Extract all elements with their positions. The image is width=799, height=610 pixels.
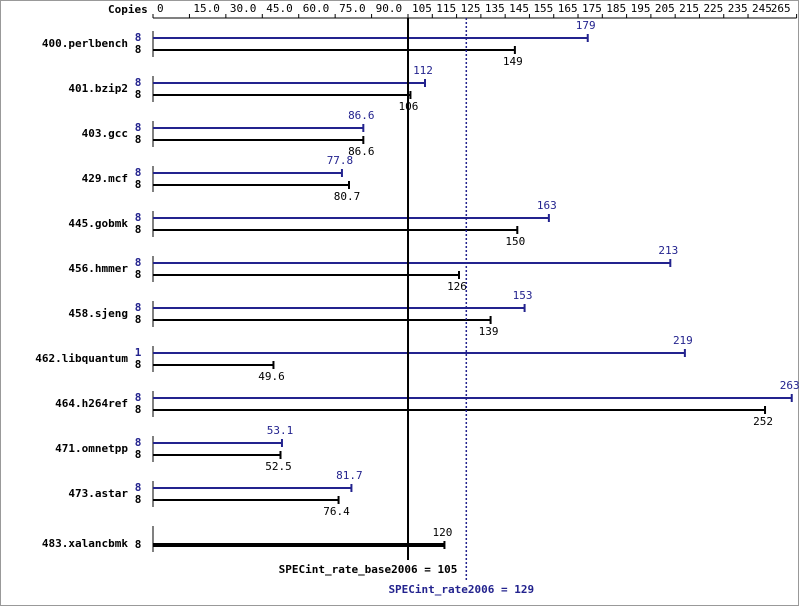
category-label: 483.xalancbmk (42, 537, 128, 550)
value-label: 219 (673, 334, 693, 347)
value-label: 139 (479, 325, 499, 338)
category-label: 403.gcc (82, 127, 128, 140)
value-label: 252 (753, 415, 773, 428)
value-label: 81.7 (336, 469, 363, 482)
category-label: 429.mcf (82, 172, 128, 185)
x-tick-label: 90.0 (376, 2, 403, 15)
copies-header: Copies (108, 3, 148, 16)
value-label: 163 (537, 199, 557, 212)
category-label: 464.h264ref (55, 397, 128, 410)
x-tick-label: 155 (533, 2, 553, 15)
category-label: 473.astar (68, 487, 128, 500)
copies-label: 8 (135, 391, 142, 404)
value-label: 213 (658, 244, 678, 257)
x-tick-label: 195 (631, 2, 651, 15)
x-tick-label: 135 (485, 2, 505, 15)
x-tick-label: 15.0 (193, 2, 220, 15)
copies-label: 8 (135, 538, 142, 551)
value-label: 126 (447, 280, 467, 293)
copies-label: 8 (135, 481, 142, 494)
x-tick-label: 105 (412, 2, 432, 15)
value-label: 153 (513, 289, 533, 302)
x-tick-label: 225 (703, 2, 723, 15)
x-tick-label: 205 (655, 2, 675, 15)
x-tick-label: 175 (582, 2, 602, 15)
copies-label: 8 (135, 268, 142, 281)
value-label: 150 (505, 235, 525, 248)
reference-label: SPECint_rate2006 = 129 (388, 583, 534, 596)
x-tick-label: 115 (436, 2, 456, 15)
x-tick-label: 45.0 (266, 2, 293, 15)
copies-label: 8 (135, 133, 142, 146)
x-tick-label: 75.0 (339, 2, 366, 15)
category-label: 400.perlbench (42, 37, 128, 50)
x-tick-label: 235 (728, 2, 748, 15)
value-label: 77.8 (327, 154, 354, 167)
value-label: 112 (413, 64, 433, 77)
copies-label: 8 (135, 31, 142, 44)
copies-label: 8 (135, 166, 142, 179)
x-tick-label: 245 (752, 2, 772, 15)
copies-label: 1 (135, 346, 142, 359)
category-label: 401.bzip2 (68, 82, 128, 95)
category-label: 471.omnetpp (55, 442, 128, 455)
x-tick-label: 185 (606, 2, 626, 15)
reference-label: SPECint_rate_base2006 = 105 (279, 563, 458, 576)
value-label: 120 (433, 526, 453, 539)
x-tick-label: 165 (558, 2, 578, 15)
value-label: 86.6 (348, 109, 375, 122)
copies-label: 8 (135, 76, 142, 89)
x-tick-label: 60.0 (303, 2, 330, 15)
value-label: 263 (780, 379, 799, 392)
copies-label: 8 (135, 121, 142, 134)
copies-label: 8 (135, 88, 142, 101)
copies-label: 8 (135, 256, 142, 269)
copies-label: 8 (135, 493, 142, 506)
copies-label: 8 (135, 223, 142, 236)
value-label: 179 (576, 19, 596, 32)
category-label: 456.hmmer (68, 262, 128, 275)
value-label: 149 (503, 55, 523, 68)
copies-label: 8 (135, 178, 142, 191)
copies-label: 8 (135, 403, 142, 416)
copies-label: 8 (135, 313, 142, 326)
copies-label: 8 (135, 358, 142, 371)
copies-label: 8 (135, 211, 142, 224)
copies-label: 8 (135, 43, 142, 56)
x-tick-label: 215 (679, 2, 699, 15)
copies-label: 8 (135, 301, 142, 314)
value-label: 76.4 (323, 505, 350, 518)
category-label: 458.sjeng (68, 307, 128, 320)
category-label: 445.gobmk (68, 217, 128, 230)
x-tick-label: 30.0 (230, 2, 257, 15)
value-label: 53.1 (267, 424, 294, 437)
x-tick-label: 0 (157, 2, 164, 15)
x-tick-label: 125 (461, 2, 481, 15)
x-tick-label: 265 (771, 2, 791, 15)
copies-label: 8 (135, 448, 142, 461)
copies-label: 8 (135, 436, 142, 449)
value-label: 80.7 (334, 190, 361, 203)
value-label: 49.6 (258, 370, 285, 383)
value-label: 52.5 (265, 460, 292, 473)
category-label: 462.libquantum (35, 352, 128, 365)
x-tick-label: 145 (509, 2, 529, 15)
value-label: 86.6 (348, 145, 375, 158)
